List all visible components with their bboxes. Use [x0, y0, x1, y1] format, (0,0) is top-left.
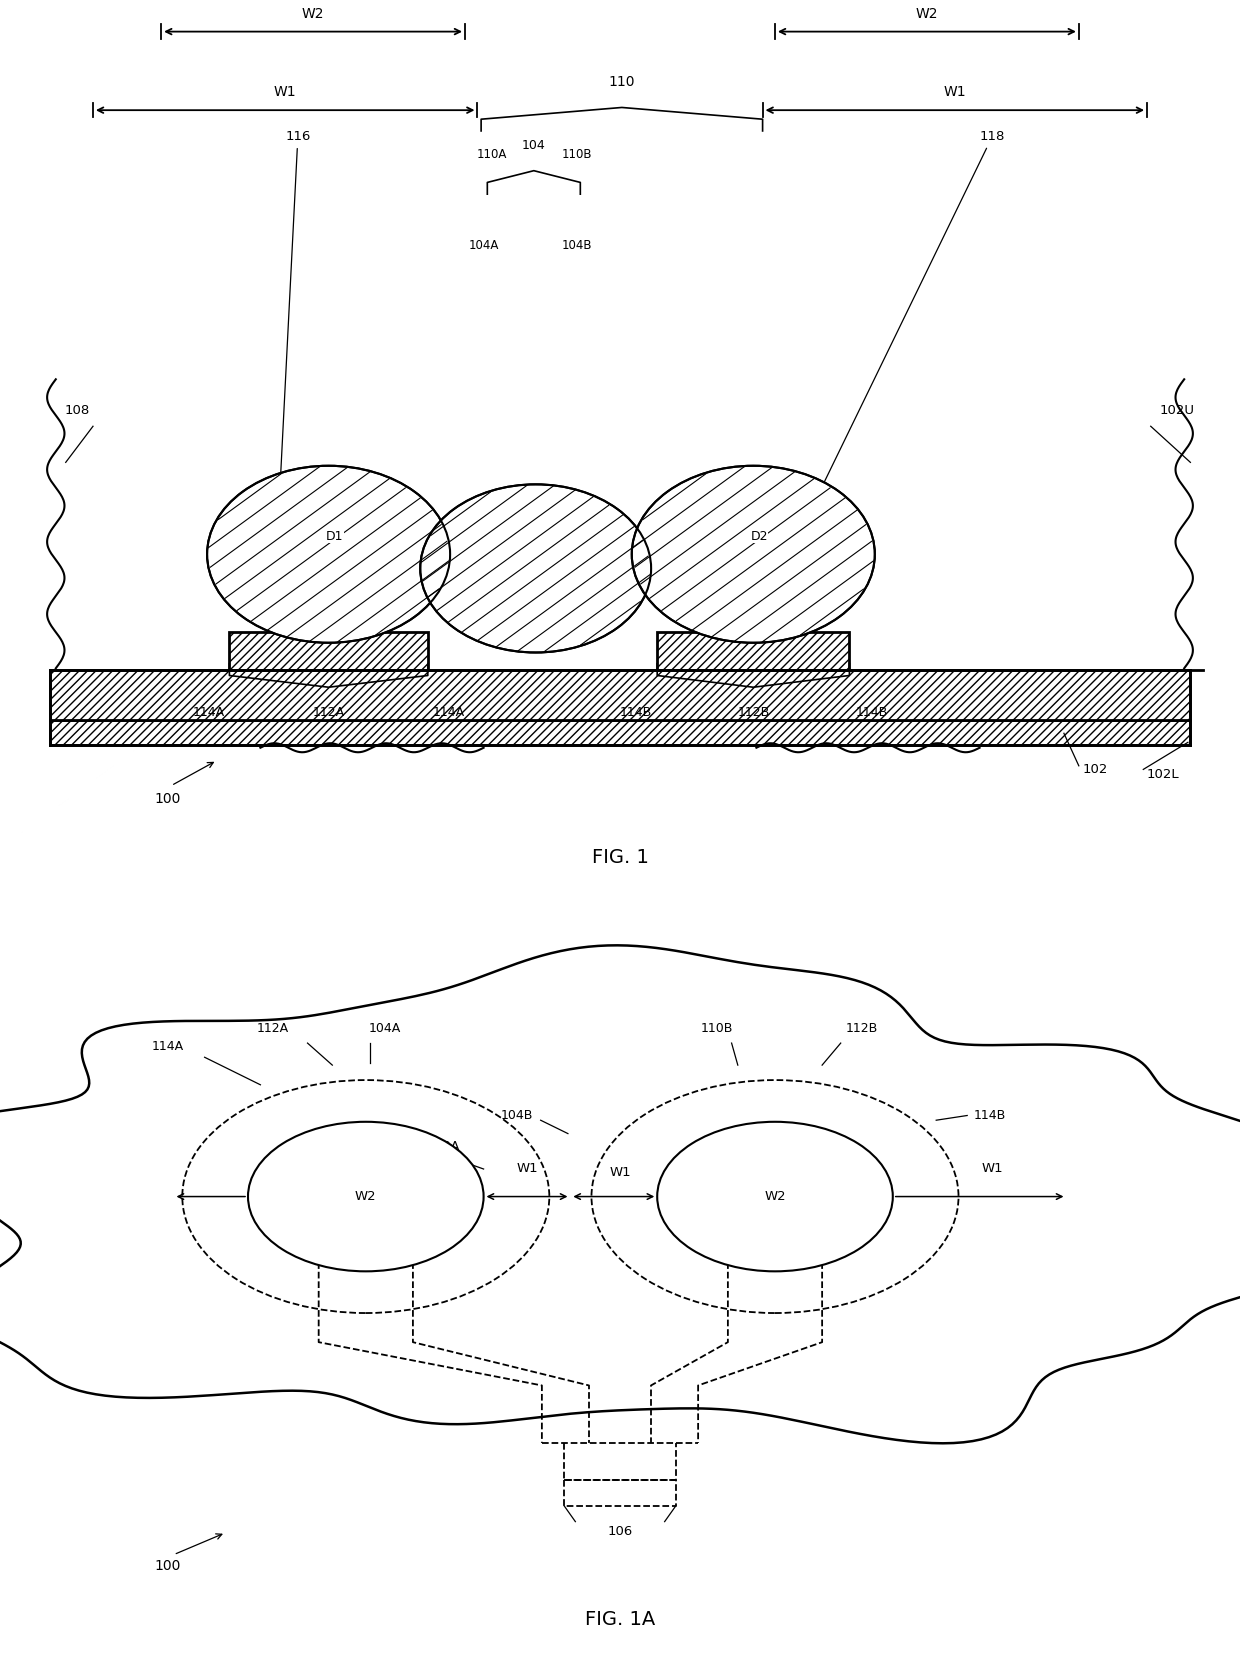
Text: 104B: 104B	[562, 239, 591, 252]
Text: 100: 100	[154, 792, 181, 807]
Text: W1: W1	[944, 86, 966, 99]
Text: W1: W1	[609, 1167, 631, 1180]
Circle shape	[420, 484, 651, 653]
Bar	[50, 669, 1190, 719]
Text: W2: W2	[764, 1190, 786, 1203]
Circle shape	[207, 466, 450, 643]
Circle shape	[657, 1122, 893, 1271]
Text: 114B: 114B	[973, 1109, 1006, 1122]
Text: D2: D2	[750, 530, 769, 543]
Text: 110A: 110A	[477, 147, 507, 161]
Text: W1: W1	[274, 86, 296, 99]
Text: 110B: 110B	[701, 1022, 733, 1036]
Text: 102: 102	[1083, 762, 1107, 775]
Text: 114A: 114A	[433, 706, 465, 719]
Text: 112A: 112A	[257, 1022, 289, 1036]
Text: 100: 100	[154, 1559, 181, 1574]
Text: 104: 104	[522, 139, 546, 152]
Text: 104B: 104B	[501, 1109, 533, 1122]
Text: 104A: 104A	[469, 239, 498, 252]
Bar	[657, 631, 849, 669]
Text: FIG. 1A: FIG. 1A	[585, 1609, 655, 1629]
Text: 108: 108	[64, 404, 89, 418]
Text: 106: 106	[608, 1524, 632, 1538]
Text: 114B: 114B	[620, 706, 652, 719]
Text: 114A: 114A	[151, 1039, 184, 1052]
Text: 102U: 102U	[1159, 404, 1194, 418]
Text: W2: W2	[355, 1190, 377, 1203]
Bar	[229, 631, 428, 669]
Text: 102L: 102L	[1147, 769, 1179, 782]
Text: 118: 118	[821, 129, 1004, 489]
Circle shape	[248, 1122, 484, 1271]
Text: W1: W1	[981, 1162, 1003, 1175]
Text: 110: 110	[609, 75, 635, 89]
Text: 104A: 104A	[368, 1022, 401, 1036]
Text: 112A: 112A	[312, 706, 345, 719]
Text: 114B: 114B	[856, 706, 888, 719]
Text: 114A: 114A	[192, 706, 224, 719]
Text: W2: W2	[301, 7, 325, 22]
Bar	[50, 719, 1190, 746]
Text: 110B: 110B	[562, 147, 591, 161]
Text: W2: W2	[915, 7, 939, 22]
Text: 112B: 112B	[738, 706, 770, 719]
Circle shape	[632, 466, 875, 643]
Text: FIG. 1: FIG. 1	[591, 848, 649, 867]
Text: 110A: 110A	[428, 1140, 460, 1153]
Text: 112B: 112B	[846, 1022, 878, 1036]
Text: D1: D1	[326, 530, 343, 543]
Text: W1: W1	[516, 1162, 538, 1175]
Text: 116: 116	[280, 129, 310, 486]
